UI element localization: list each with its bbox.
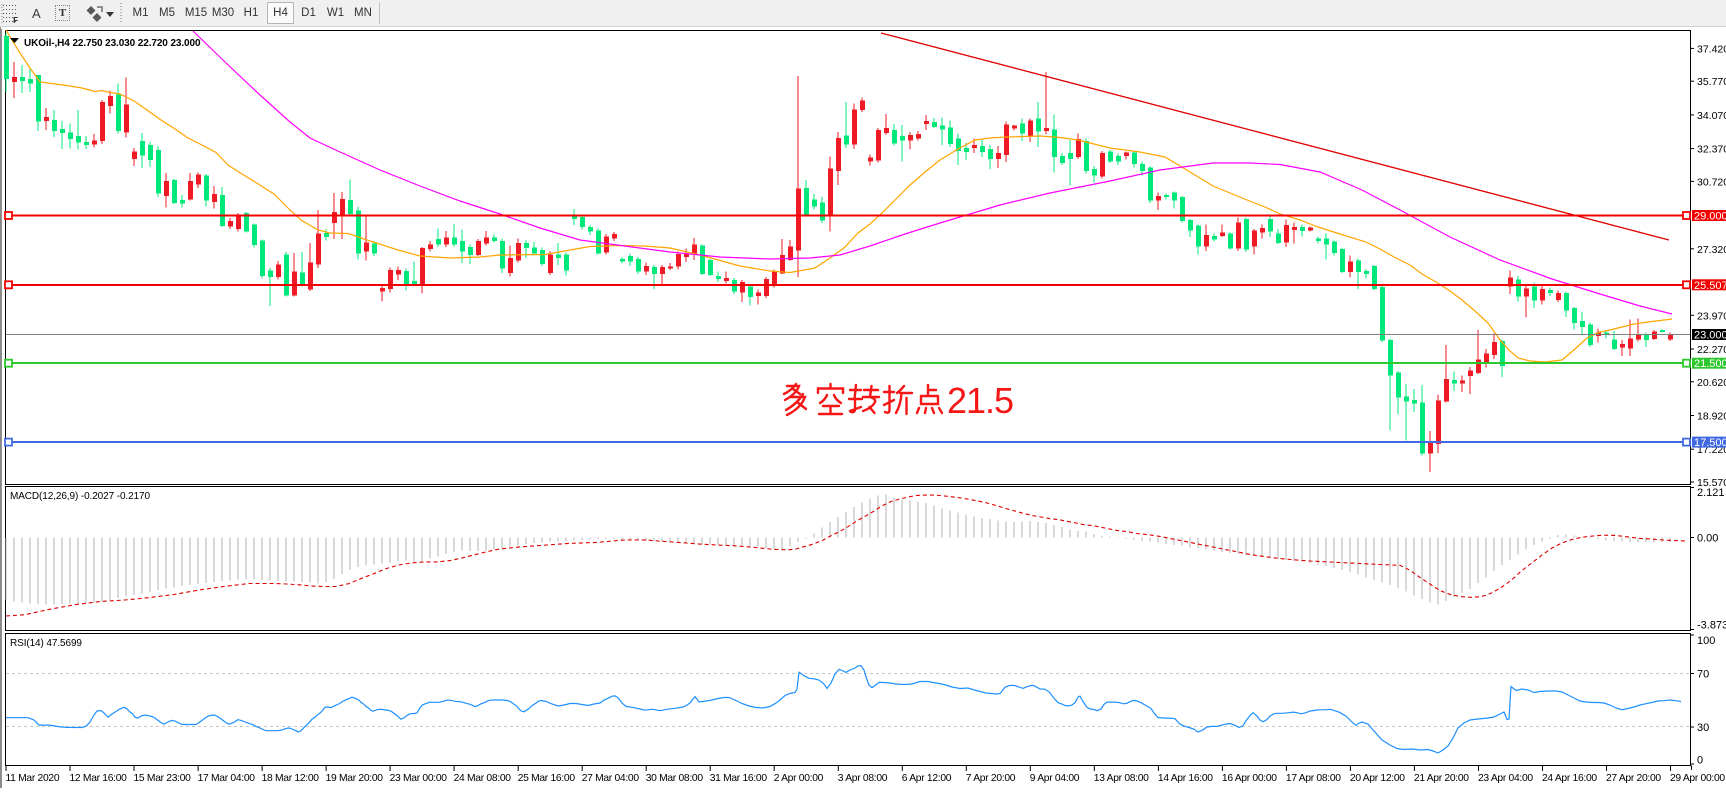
- svg-text:6 Apr 12:00: 6 Apr 12:00: [902, 773, 952, 784]
- svg-text:0: 0: [1697, 755, 1703, 767]
- svg-text:23.970: 23.970: [1697, 310, 1726, 322]
- svg-text:37.420: 37.420: [1697, 43, 1726, 55]
- svg-text:29.000: 29.000: [1694, 211, 1726, 223]
- svg-text:23 Mar 00:00: 23 Mar 00:00: [390, 773, 448, 784]
- svg-text:70: 70: [1697, 669, 1709, 681]
- svg-text:2.121: 2.121: [1697, 487, 1725, 499]
- svg-text:100: 100: [1697, 635, 1715, 647]
- svg-text:18 Mar 12:00: 18 Mar 12:00: [262, 773, 320, 784]
- svg-text:15 Mar 23:00: 15 Mar 23:00: [134, 773, 192, 784]
- svg-text:12 Mar 16:00: 12 Mar 16:00: [70, 773, 128, 784]
- svg-text:32.370: 32.370: [1697, 144, 1726, 156]
- svg-text:17 Apr 08:00: 17 Apr 08:00: [1286, 773, 1341, 784]
- svg-text:2 Apr 00:00: 2 Apr 00:00: [774, 773, 824, 784]
- svg-text:11 Mar 2020: 11 Mar 2020: [6, 773, 60, 784]
- svg-text:17 Mar 04:00: 17 Mar 04:00: [198, 773, 256, 784]
- svg-text:13 Apr 08:00: 13 Apr 08:00: [1094, 773, 1149, 784]
- svg-text:21.500: 21.500: [1694, 358, 1726, 370]
- svg-text:29 Apr 00:00: 29 Apr 00:00: [1670, 773, 1725, 784]
- svg-text:21 Apr 20:00: 21 Apr 20:00: [1414, 773, 1469, 784]
- svg-text:35.770: 35.770: [1697, 76, 1726, 88]
- svg-text:24 Apr 16:00: 24 Apr 16:00: [1542, 773, 1597, 784]
- svg-text:14 Apr 16:00: 14 Apr 16:00: [1158, 773, 1213, 784]
- svg-text:21.5: 21.5: [947, 380, 1013, 421]
- svg-text:27 Apr 20:00: 27 Apr 20:00: [1606, 773, 1661, 784]
- svg-text:23.000: 23.000: [1694, 330, 1726, 342]
- svg-text:25.507: 25.507: [1694, 280, 1726, 292]
- svg-text:30 Mar 08:00: 30 Mar 08:00: [646, 773, 704, 784]
- svg-text:27 Mar 04:00: 27 Mar 04:00: [582, 773, 640, 784]
- svg-text:25 Mar 16:00: 25 Mar 16:00: [518, 773, 576, 784]
- svg-text:3 Apr 08:00: 3 Apr 08:00: [838, 773, 888, 784]
- svg-text:-3.8734: -3.8734: [1697, 620, 1726, 632]
- svg-text:RSI(14) 47.5699: RSI(14) 47.5699: [10, 638, 82, 649]
- svg-text:30: 30: [1697, 722, 1709, 734]
- svg-text:7 Apr 20:00: 7 Apr 20:00: [966, 773, 1016, 784]
- svg-text:18.920: 18.920: [1697, 411, 1726, 423]
- svg-text:20 Apr 12:00: 20 Apr 12:00: [1350, 773, 1405, 784]
- svg-text:15.570: 15.570: [1697, 477, 1726, 489]
- svg-text:23 Apr 04:00: 23 Apr 04:00: [1478, 773, 1533, 784]
- svg-text:34.070: 34.070: [1697, 110, 1726, 122]
- svg-text:24 Mar 08:00: 24 Mar 08:00: [454, 773, 512, 784]
- svg-text:9 Apr 04:00: 9 Apr 04:00: [1030, 773, 1080, 784]
- svg-text:30.720: 30.720: [1697, 176, 1726, 188]
- svg-text:20.620: 20.620: [1697, 377, 1726, 389]
- svg-text:17.500: 17.500: [1694, 437, 1726, 449]
- svg-text:UKOil-,H4 22.750 23.030 22.72: UKOil-,H4 22.750 23.030 22.720 23.000: [24, 38, 201, 49]
- svg-text:16 Apr 00:00: 16 Apr 00:00: [1222, 773, 1277, 784]
- svg-text:MACD(12,26,9) -0.2027 -0.2170: MACD(12,26,9) -0.2027 -0.2170: [10, 491, 150, 502]
- svg-text:19 Mar 20:00: 19 Mar 20:00: [326, 773, 384, 784]
- svg-text:22.270: 22.270: [1697, 344, 1726, 356]
- svg-text:0.00: 0.00: [1697, 533, 1718, 545]
- svg-text:27.320: 27.320: [1697, 244, 1726, 256]
- svg-text:31 Mar 16:00: 31 Mar 16:00: [710, 773, 768, 784]
